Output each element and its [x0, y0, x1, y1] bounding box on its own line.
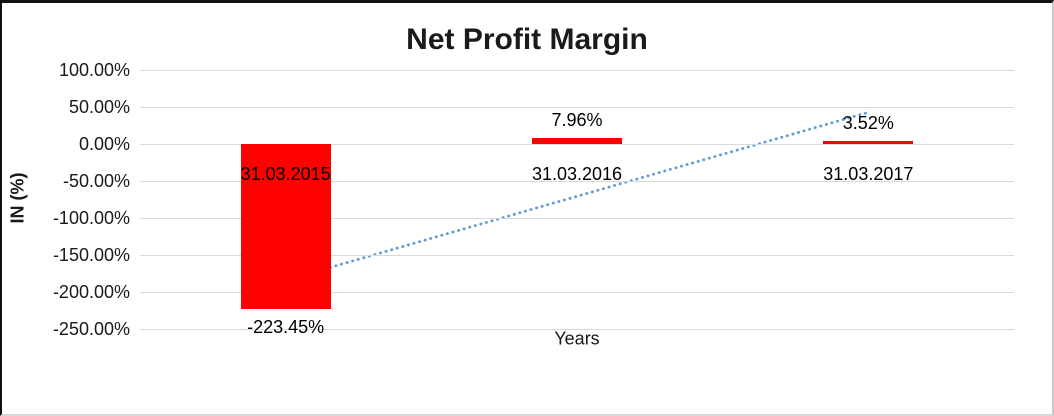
x-axis-title: Years	[554, 328, 600, 349]
y-tick-label: -100.00%	[52, 208, 130, 228]
chart-title: Net Profit Margin	[406, 23, 648, 56]
y-tick-label: 50.00%	[68, 97, 130, 117]
data-label: -223.45%	[247, 317, 325, 338]
y-tick-label: -200.00%	[52, 282, 130, 302]
data-label: 3.52%	[842, 113, 894, 134]
gridline	[140, 143, 1014, 145]
data-label: 7.96%	[551, 110, 603, 131]
y-tick-label: -50.00%	[62, 171, 130, 191]
bar-31.03.2017	[823, 141, 914, 144]
gridline	[140, 254, 1014, 256]
gridline	[140, 106, 1014, 108]
gridline	[140, 180, 1014, 182]
y-tick-label: -150.00%	[52, 245, 130, 265]
category-label: 31.03.2017	[823, 164, 914, 184]
bar-31.03.2015	[240, 144, 331, 310]
bar-31.03.2016	[532, 138, 622, 144]
category-label: 31.03.2015	[240, 164, 331, 184]
trendline-layer	[284, 110, 870, 282]
category-label: 31.03.2016	[531, 164, 623, 184]
gridline	[140, 217, 1014, 219]
gridline	[140, 291, 1014, 293]
gridline	[140, 69, 1014, 71]
gridline	[140, 328, 1014, 330]
y-tick-label: 100.00%	[58, 60, 130, 80]
y-tick-label: -250.00%	[52, 319, 130, 339]
y-tick-label: 0.00%	[78, 134, 130, 154]
